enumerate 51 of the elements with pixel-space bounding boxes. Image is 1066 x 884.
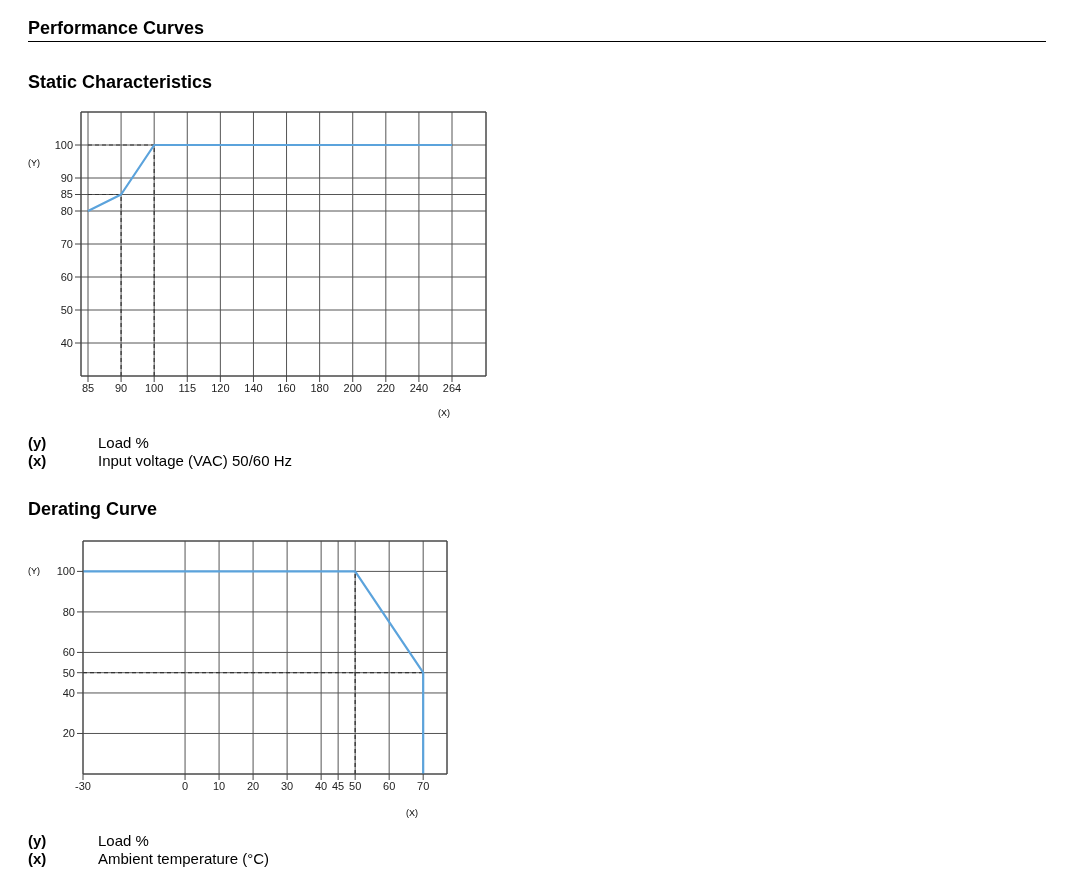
x-tick-label: 50 <box>349 779 362 792</box>
x-axis-title: (X) <box>406 808 418 818</box>
x-tick-label: 40 <box>315 779 328 792</box>
chart-title: Performance Curves <box>28 18 1046 42</box>
chart-subtitle: Static Characteristics <box>28 72 213 93</box>
y-tick-label: 80 <box>62 605 75 618</box>
x-tick-label: 85 <box>81 381 95 394</box>
x-tick-label: 140 <box>244 381 263 394</box>
x-tick-label: -30 <box>75 779 91 792</box>
text: Input voltage (VAC) 50/60 Hz <box>98 452 292 470</box>
y-tick-label: 40 <box>60 336 73 349</box>
x-tick-label: 60 <box>383 779 396 792</box>
text: (x) <box>28 452 48 470</box>
x-tick-label: 70 <box>417 779 430 792</box>
x-tick-label: 200 <box>343 381 362 394</box>
x-tick-label: 160 <box>277 381 296 394</box>
x-tick-label: 120 <box>211 381 230 394</box>
y-tick-label: 60 <box>62 646 75 659</box>
x-axis-title: (X) <box>438 408 450 418</box>
y-tick-label: 70 <box>60 237 73 250</box>
y-tick-label: 90 <box>60 171 73 184</box>
y-axis-title: (Y) <box>28 158 40 168</box>
y-tick-label: 40 <box>62 686 75 699</box>
x-tick-label: 264 <box>442 381 462 394</box>
x-tick-label: 240 <box>409 381 429 394</box>
x-tick-label: 220 <box>376 381 395 394</box>
x-tick-label: 45 <box>332 779 345 792</box>
x-tick-label: 0 <box>181 779 189 792</box>
y-tick-label: 50 <box>60 303 73 316</box>
y-tick-label: 100 <box>54 138 73 151</box>
y-axis-title: (Y) <box>28 566 40 576</box>
y-tick-label: 85 <box>60 188 73 201</box>
x-tick-label: 30 <box>280 779 294 792</box>
x-tick-label: 20 <box>246 779 260 792</box>
text: Load % <box>98 832 149 850</box>
y-tick-label: 20 <box>62 727 75 740</box>
text: Ambient temperature (°C) <box>98 850 270 868</box>
x-tick-label: 90 <box>114 381 128 394</box>
text: (x) <box>28 850 48 868</box>
y-tick-label: 100 <box>56 565 75 578</box>
chart-title: Derating Curve <box>28 499 158 520</box>
y-tick-label: 60 <box>60 270 73 283</box>
text: Load % <box>98 434 149 452</box>
x-tick-label: 10 <box>212 779 226 792</box>
x-tick-label: 100 <box>145 381 164 394</box>
x-tick-label: 180 <box>310 381 329 394</box>
y-tick-label: 80 <box>60 204 73 217</box>
x-tick-label: 115 <box>178 381 197 394</box>
y-tick-label: 50 <box>62 666 75 679</box>
text: (y) <box>28 434 48 452</box>
text: (y) <box>28 832 48 850</box>
